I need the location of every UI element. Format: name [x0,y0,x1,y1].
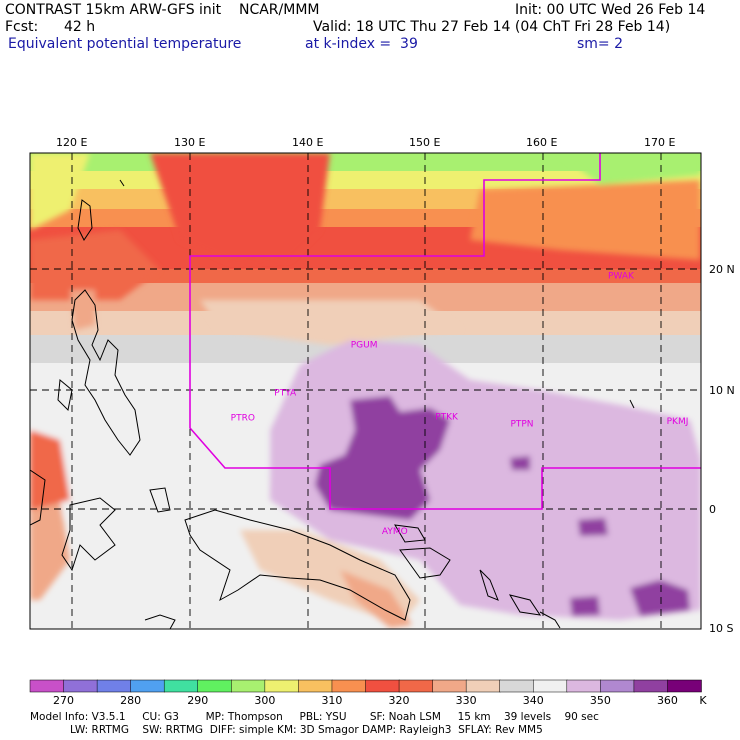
colorbar-label: 270 [53,694,75,707]
field-name: Equivalent potential temperature [8,36,242,52]
colorbar-swatch [465,679,501,693]
colorbar-swatch [633,679,669,693]
colorbar-label: 300 [254,694,276,707]
colorbar-swatch [566,679,602,693]
model-info-line2: LW: RRTMG SW: RRTMG DIFF: simple KM: 3D … [70,724,543,736]
colorbar-swatch [499,679,535,693]
lon-label-160e: 160 E [526,136,558,149]
colorbar-swatch [298,679,333,693]
station-labels: PGUM PTYA PTRO PTKK PTPN PKMJ PWAK AYMO [231,271,689,537]
station-pwak: PWAK [608,271,635,281]
colorbar-swatch [264,679,300,693]
lon-label-130e: 130 E [174,136,206,149]
colorbar-swatch [533,679,568,693]
valid-time: Valid: 18 UTC Thu 27 Feb 14 (04 ChT Fri … [313,19,671,35]
colorbar [29,679,702,693]
colorbar-swatch [130,679,165,693]
lon-label-140e: 140 E [292,136,324,149]
model-info-line1: Model Info: V3.5.1 CU: G3 MP: Thompson P… [30,711,599,723]
colorbar-label: 350 [589,694,611,707]
lat-label-equator: 0 [709,503,716,516]
station-ptya: PTYA [274,388,297,398]
colorbar-swatch [96,679,132,693]
station-pkmj: PKMJ [667,417,689,427]
lat-label-10n: 10 N [709,384,735,397]
colorbar-swatch [63,679,98,693]
colorbar-label: 310 [321,694,343,707]
colorbar-swatch [331,679,367,693]
station-ptro: PTRO [231,414,255,424]
forecast-hour: 42 h [64,19,96,35]
colorbar-swatch [667,679,702,693]
colorbar-unit: K [699,694,707,707]
forecast-label: Fcst: [5,19,39,35]
lat-label-10s: 10 S [709,622,734,635]
station-ptkk: PTKK [435,412,459,422]
theta-e-field [30,153,701,629]
station-aymo: AYMO [382,527,408,537]
colorbar-label: 360 [656,694,678,707]
region-boundary [189,153,701,510]
lon-label-170e: 170 E [644,136,676,149]
colorbar-swatch [231,679,266,693]
colorbar-swatch [365,679,400,693]
level-index: at k-index = 39 [305,36,418,52]
colorbar-swatch [29,679,65,693]
colorbar-label: 340 [522,694,544,707]
lon-label-150e: 150 E [409,136,441,149]
colorbar-label: 320 [388,694,410,707]
colorbar-swatch [197,679,233,693]
smoothing-value: sm= 2 [577,36,624,52]
lat-lon-grid [30,153,701,629]
lat-label-20n: 20 N [709,263,735,276]
colorbar-swatch [398,679,434,693]
station-ptpn: PTPN [510,420,533,430]
colorbar-swatch [432,679,467,693]
init-time: Init: 00 UTC Wed 26 Feb 14 [515,2,706,18]
coastlines [30,179,635,629]
colorbar-label: 280 [120,694,142,707]
lon-label-120e: 120 E [56,136,88,149]
model-title: CONTRAST 15km ARW-GFS init NCAR/MMM [5,2,320,18]
colorbar-label: 290 [187,694,209,707]
map-frame [29,152,702,630]
colorbar-swatch [600,679,635,693]
colorbar-label: 330 [455,694,477,707]
colorbar-swatch [163,679,199,693]
station-pgum: PGUM [351,341,378,351]
